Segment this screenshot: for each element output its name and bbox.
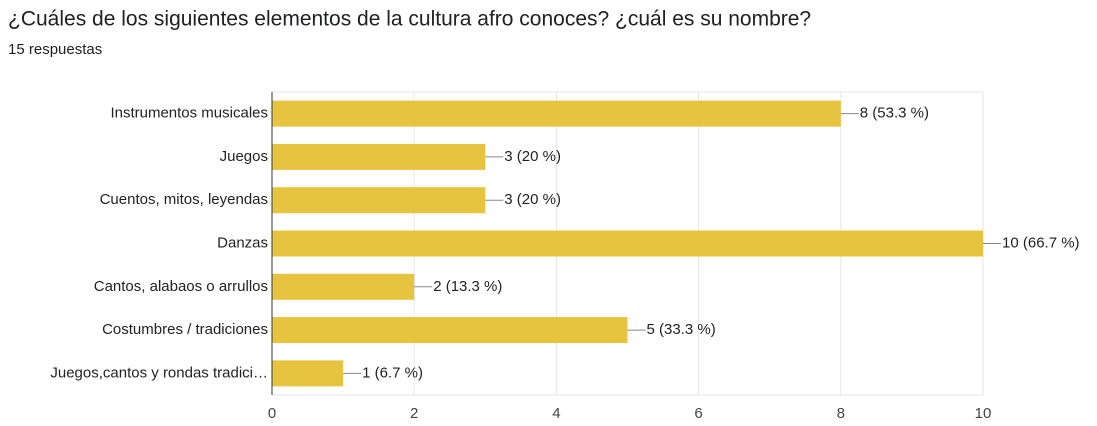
bar bbox=[272, 273, 415, 300]
y-tick-label: Instrumentos musicales bbox=[110, 105, 268, 122]
y-tick-label: Juegos,cantos y rondas tradici… bbox=[50, 364, 268, 381]
value-label: 5 (33.3 %) bbox=[647, 321, 716, 338]
y-tick-label: Danzas bbox=[217, 234, 268, 251]
value-label: 1 (6.7 %) bbox=[362, 364, 423, 381]
value-label: 3 (20 %) bbox=[504, 148, 561, 165]
bar bbox=[272, 317, 628, 344]
y-tick-label: Costumbres / tradiciones bbox=[102, 321, 268, 338]
chart-subtitle: 15 respuestas bbox=[8, 41, 102, 58]
bar bbox=[272, 360, 344, 387]
x-tick-label: 4 bbox=[552, 405, 560, 422]
x-tick-label: 6 bbox=[694, 405, 702, 422]
y-tick-label: Juegos bbox=[220, 148, 268, 165]
bar bbox=[272, 143, 486, 170]
x-tick-label: 10 bbox=[975, 405, 992, 422]
chart-title: ¿Cuáles de los siguientes elementos de l… bbox=[8, 8, 811, 31]
value-label: 3 (20 %) bbox=[504, 191, 561, 208]
x-tick-label: 8 bbox=[837, 405, 845, 422]
x-tick-label: 0 bbox=[268, 405, 276, 422]
bar bbox=[272, 230, 983, 257]
x-tick-label: 2 bbox=[410, 405, 418, 422]
value-label: 8 (53.3 %) bbox=[860, 105, 929, 122]
bar bbox=[272, 187, 486, 214]
y-tick-label: Cantos, alabaos o arrullos bbox=[94, 278, 268, 295]
y-tick-label: Cuentos, mitos, leyendas bbox=[100, 191, 268, 208]
bar bbox=[272, 100, 841, 127]
value-label: 2 (13.3 %) bbox=[433, 278, 502, 295]
value-label: 10 (66.7 %) bbox=[1002, 234, 1080, 251]
